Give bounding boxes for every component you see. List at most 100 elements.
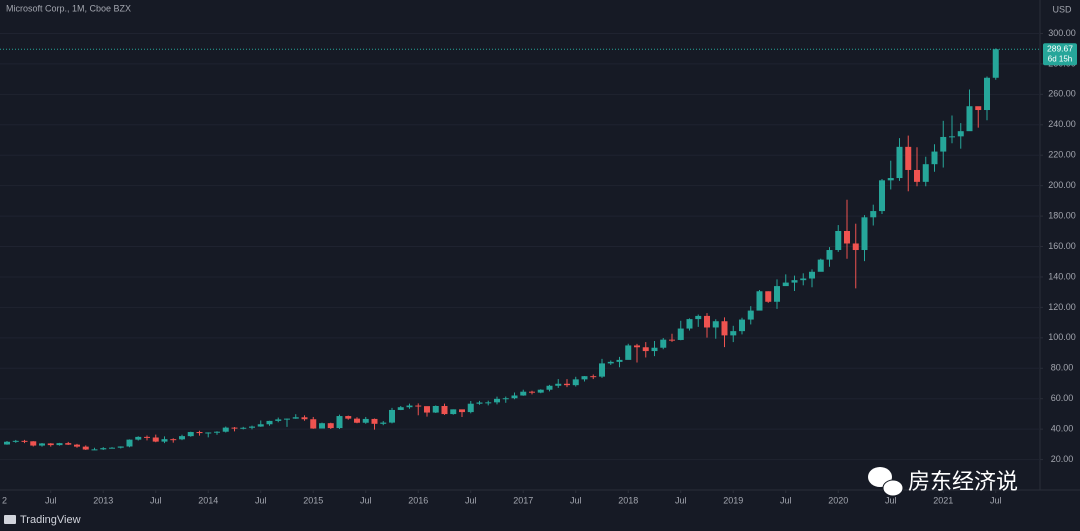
candle-body — [870, 211, 877, 218]
candle-body — [494, 398, 500, 403]
candle-body — [30, 441, 37, 446]
candle-body — [791, 280, 798, 283]
candle-body — [126, 439, 133, 447]
y-tick-label: 160.00 — [1048, 241, 1076, 251]
x-tick-label: Jul — [780, 495, 792, 505]
candle-body — [354, 418, 360, 423]
candle-body — [187, 432, 194, 437]
candle-body — [397, 407, 404, 410]
watermark: 房东经济说 — [868, 467, 1018, 497]
candle-body — [957, 131, 964, 137]
candle-body — [809, 271, 815, 279]
candle-body — [572, 379, 579, 386]
y-tick-label: 240.00 — [1048, 119, 1076, 129]
candle-body — [389, 409, 395, 423]
x-tick-label: Jul — [45, 495, 57, 505]
x-tick-label: 2016 — [408, 495, 428, 505]
currency-label: USD — [1052, 4, 1072, 14]
x-tick-label: Jul — [150, 495, 162, 505]
candle-body — [669, 339, 675, 341]
candle-body — [564, 383, 570, 386]
candle-body — [424, 406, 430, 413]
candle-body — [817, 259, 824, 272]
x-tick-label: 2013 — [93, 495, 113, 505]
candle-body — [441, 406, 448, 415]
candle-body — [319, 423, 325, 429]
last-price-box — [1043, 43, 1077, 66]
y-tick-label: 60.00 — [1051, 393, 1074, 403]
candle-body — [415, 405, 422, 407]
candle-body — [756, 291, 763, 311]
y-tick-label: 180.00 — [1048, 210, 1076, 220]
candle-body — [677, 328, 684, 340]
candle-body — [4, 441, 10, 445]
candle-body — [730, 331, 737, 336]
candle-body — [992, 49, 999, 78]
candle-body — [257, 424, 264, 427]
candle-body — [432, 406, 439, 413]
candle-body — [170, 439, 177, 441]
y-tick-label: 40.00 — [1051, 424, 1074, 434]
candle-body — [537, 389, 544, 393]
y-tick-label: 120.00 — [1048, 302, 1076, 312]
candle-body — [747, 310, 754, 320]
candle-body — [616, 359, 623, 362]
candle-body — [152, 437, 159, 442]
countdown-label: 6d 15h — [1048, 54, 1072, 63]
x-tick-label: Jul — [675, 495, 687, 505]
y-tick-label: 260.00 — [1048, 89, 1076, 99]
candle-body — [511, 395, 518, 399]
candle-body — [65, 443, 72, 445]
candle-body — [984, 77, 990, 111]
candle-body — [835, 231, 842, 251]
candle-body — [634, 345, 640, 348]
brand-name: TradingView — [20, 514, 81, 526]
candle-body — [940, 136, 947, 152]
candle-body — [887, 178, 894, 181]
x-tick-label: Jul — [885, 495, 897, 505]
x-tick-label: 2015 — [303, 495, 323, 505]
candle-body — [284, 418, 290, 420]
candle-body — [914, 169, 920, 182]
candle-body — [721, 321, 728, 336]
candle-body — [222, 427, 229, 432]
candle-body — [371, 418, 378, 424]
candle-body — [686, 319, 693, 329]
y-tick-label: 300.00 — [1048, 28, 1076, 38]
candle-body — [327, 423, 334, 429]
candle-body — [161, 439, 168, 442]
candle-body — [406, 405, 413, 408]
candle-body — [966, 106, 973, 132]
candle-body — [467, 403, 474, 413]
candle-body — [529, 391, 535, 393]
candle-body — [196, 432, 203, 434]
candle-body — [74, 444, 80, 447]
candle-body — [275, 419, 282, 421]
candle-body — [922, 164, 929, 182]
candle-body — [581, 376, 588, 380]
candle-body — [117, 446, 124, 448]
x-tick-label: Jul — [465, 495, 477, 505]
candle-body — [310, 419, 317, 429]
candle-body — [12, 440, 19, 442]
candle-body — [205, 432, 212, 434]
watermark-text: 房东经济说 — [908, 469, 1018, 494]
candle-body — [704, 315, 710, 328]
candle-body — [362, 418, 369, 423]
y-tick-label: 100.00 — [1048, 332, 1076, 342]
candle-body — [21, 440, 28, 442]
candle-body — [852, 243, 859, 251]
candle-body — [144, 436, 150, 438]
x-tick-label: Jul — [360, 495, 372, 505]
candle-body — [861, 217, 868, 251]
brand-logo: TradingView — [4, 514, 81, 526]
candle-body — [931, 151, 938, 165]
candle-body — [109, 447, 115, 449]
y-tick-label: 20.00 — [1051, 454, 1074, 464]
candle-body — [896, 146, 903, 179]
candle-body — [240, 427, 247, 429]
candle-body — [765, 291, 772, 302]
candle-body — [380, 422, 387, 424]
candle-body — [625, 345, 632, 360]
